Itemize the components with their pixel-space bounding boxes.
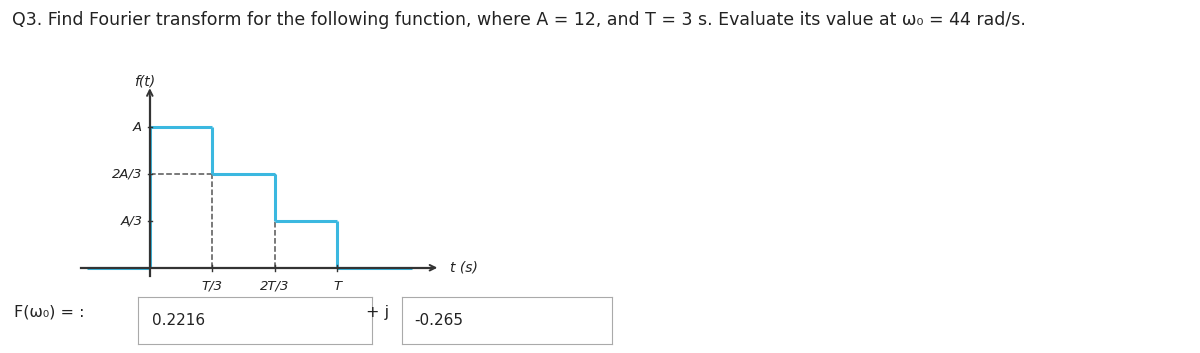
Text: T/3: T/3 — [202, 280, 223, 293]
Text: t (s): t (s) — [450, 261, 478, 275]
Text: -0.265: -0.265 — [415, 313, 463, 328]
Text: f(t): f(t) — [134, 74, 155, 88]
Text: 2T/3: 2T/3 — [260, 280, 289, 293]
Text: A/3: A/3 — [120, 215, 143, 227]
Text: 2A/3: 2A/3 — [112, 168, 143, 181]
Text: + j: + j — [366, 305, 390, 320]
Text: T: T — [334, 280, 341, 293]
Text: 0.2216: 0.2216 — [152, 313, 205, 328]
Text: F(ω₀) = :: F(ω₀) = : — [14, 305, 85, 320]
Text: Q3. Find Fourier transform for the following function, where A = 12, and T = 3 s: Q3. Find Fourier transform for the follo… — [12, 11, 1026, 29]
Text: A: A — [133, 121, 143, 134]
